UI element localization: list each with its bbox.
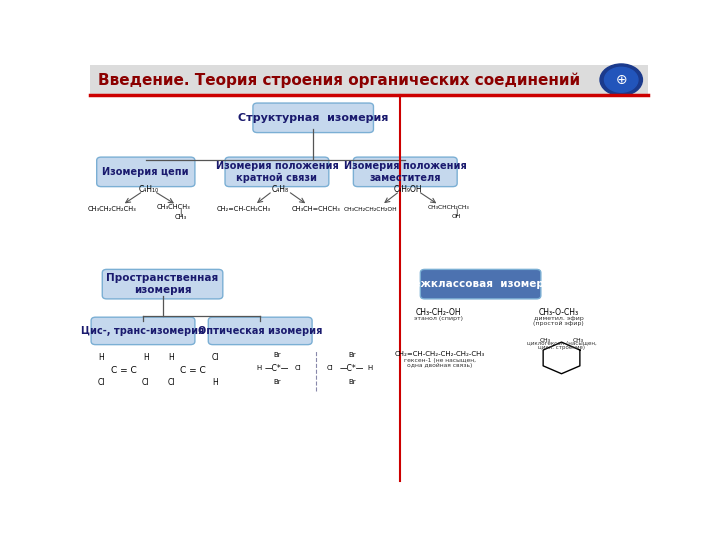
Text: ⊕: ⊕ <box>616 73 627 87</box>
FancyBboxPatch shape <box>208 317 312 345</box>
Text: C₄H₁₀: C₄H₁₀ <box>138 185 158 194</box>
FancyBboxPatch shape <box>420 269 541 299</box>
Text: Cl: Cl <box>212 354 220 362</box>
Text: C = C: C = C <box>111 366 136 375</box>
Text: Cl: Cl <box>167 377 175 387</box>
FancyBboxPatch shape <box>102 269 222 299</box>
Text: этанол (спирт): этанол (спирт) <box>414 316 463 321</box>
Text: H: H <box>256 366 261 372</box>
Text: C₄H₈: C₄H₈ <box>271 185 288 194</box>
Text: CH₃CHCH₂CH₃: CH₃CHCH₂CH₃ <box>428 205 469 210</box>
Text: Изомерия цепи: Изомерия цепи <box>102 167 189 177</box>
Text: (простой эфир): (простой эфир) <box>534 321 584 326</box>
Text: Br: Br <box>348 379 356 384</box>
Text: Cl: Cl <box>327 366 333 372</box>
Text: CH₃-CH₂-OH: CH₃-CH₂-OH <box>416 308 462 316</box>
FancyBboxPatch shape <box>354 157 457 187</box>
FancyBboxPatch shape <box>225 157 329 187</box>
Text: |: | <box>179 209 181 216</box>
Text: Изомерия положения
кратной связи: Изомерия положения кратной связи <box>215 161 338 183</box>
Text: H: H <box>168 354 174 362</box>
FancyBboxPatch shape <box>91 317 195 345</box>
Text: —C*—: —C*— <box>340 364 364 373</box>
Circle shape <box>600 64 642 96</box>
Text: CH₃-O-CH₃: CH₃-O-CH₃ <box>539 308 579 316</box>
Text: CH₂=CH-CH₂-CH₂-CH₂-CH₃: CH₂=CH-CH₂-CH₂-CH₂-CH₃ <box>395 351 485 357</box>
Text: диметил. эфир: диметил. эфир <box>534 316 584 321</box>
Text: Цис-, транс-изомерия: Цис-, транс-изомерия <box>81 326 204 336</box>
Text: Cl: Cl <box>97 377 105 387</box>
Text: Введение. Теория строения органических соединений: Введение. Теория строения органических с… <box>99 72 580 87</box>
Text: OH: OH <box>451 214 461 219</box>
Text: CH₃: CH₃ <box>174 213 186 220</box>
Text: CH₃CH=CHCH₃: CH₃CH=CHCH₃ <box>292 206 341 212</box>
Text: Br: Br <box>348 352 356 358</box>
Text: CH₂=CH-CH₂CH₃: CH₂=CH-CH₂CH₃ <box>217 206 271 212</box>
Text: C = C: C = C <box>180 366 206 375</box>
FancyBboxPatch shape <box>253 103 374 133</box>
Text: Cl: Cl <box>294 366 302 372</box>
Text: CH₃CHCH₃: CH₃CHCH₃ <box>157 204 191 210</box>
Text: CH₃: CH₃ <box>539 338 550 343</box>
Text: Cl: Cl <box>142 377 150 387</box>
Text: |: | <box>455 209 457 216</box>
Text: Пространственная
изомерия: Пространственная изомерия <box>107 273 219 295</box>
Text: Br: Br <box>273 379 281 384</box>
Text: —C*—: —C*— <box>265 364 289 373</box>
Text: цикл. строение): цикл. строение) <box>538 345 585 350</box>
Text: Оптическая изомерия: Оптическая изомерия <box>198 326 323 336</box>
FancyBboxPatch shape <box>90 65 648 94</box>
Text: Br: Br <box>273 352 281 358</box>
Text: H: H <box>367 366 373 372</box>
FancyBboxPatch shape <box>96 157 195 187</box>
Text: H: H <box>99 354 104 362</box>
Text: C₄H₉OH: C₄H₉OH <box>394 185 423 194</box>
Text: H: H <box>143 354 148 362</box>
Text: Межклассовая  изомерия: Межклассовая изомерия <box>403 279 558 289</box>
Circle shape <box>605 68 638 92</box>
Text: CH₃CH₂CH₂CH₂OH: CH₃CH₂CH₂CH₂OH <box>343 207 397 212</box>
Text: гексен-1 (не насыщен,: гексен-1 (не насыщен, <box>404 357 476 362</box>
Text: CH₃CH₂CH₂CH₃: CH₃CH₂CH₂CH₃ <box>88 206 137 212</box>
Text: циклогексан (насыщен,: циклогексан (насыщен, <box>526 341 596 346</box>
Text: CH₃: CH₃ <box>572 338 584 343</box>
Text: H: H <box>212 377 218 387</box>
Text: одна двойная связь): одна двойная связь) <box>408 362 472 368</box>
Text: Изомерия положения
заместителя: Изомерия положения заместителя <box>344 161 467 183</box>
Text: Структурная  изомерия: Структурная изомерия <box>238 113 388 123</box>
